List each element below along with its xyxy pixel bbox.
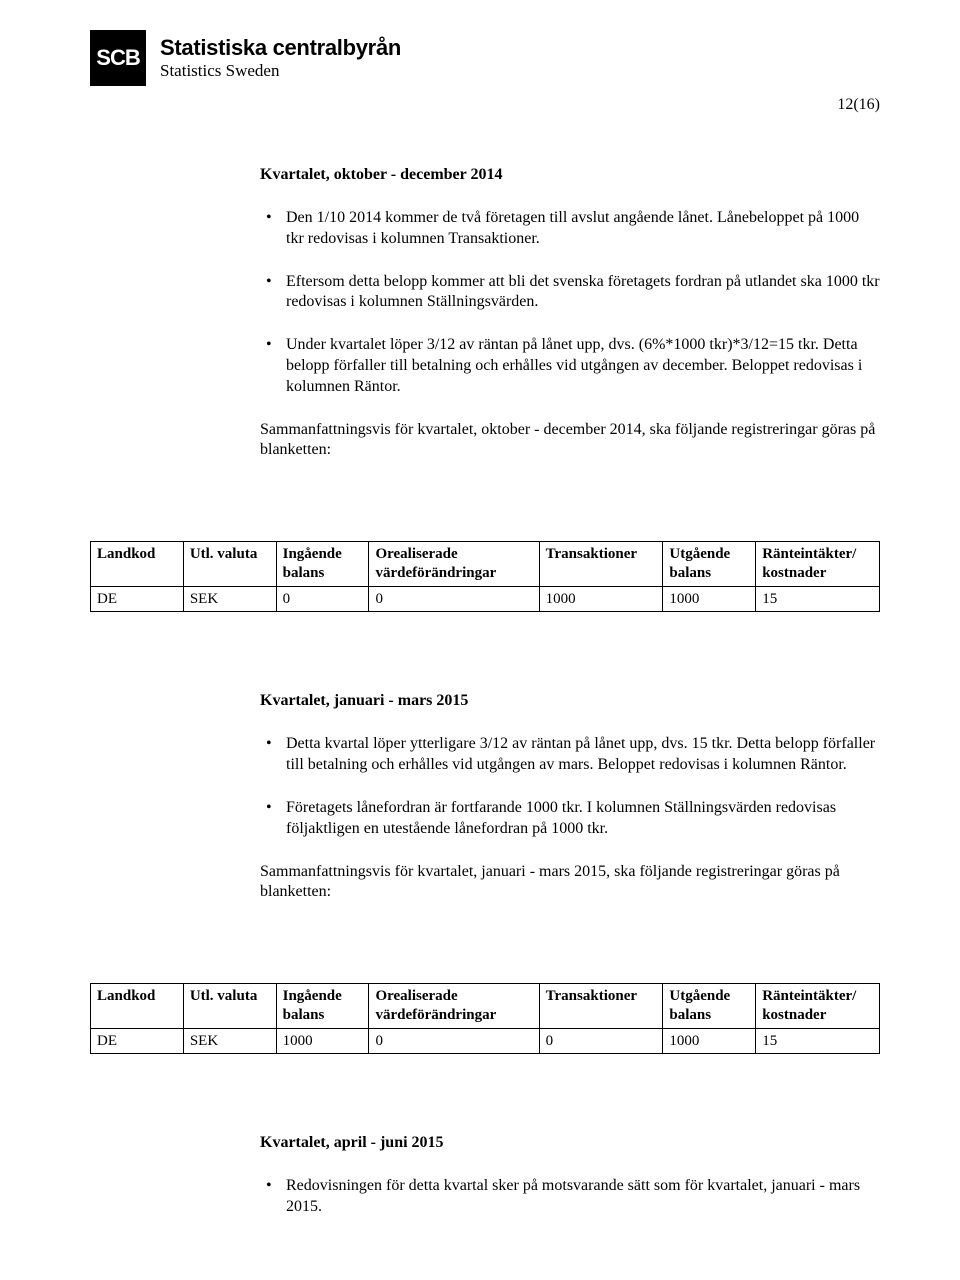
cell: 1000 xyxy=(663,1028,756,1054)
table-row: DE SEK 0 0 1000 1000 15 xyxy=(91,586,880,612)
section-title: Kvartalet, januari - mars 2015 xyxy=(260,692,880,710)
summary-text: Sammanfattningsvis för kvartalet, oktobe… xyxy=(260,420,880,462)
col-header: Ingående balans xyxy=(276,542,369,587)
bullet-list: Detta kvartal löper ytterligare 3/12 av … xyxy=(260,734,880,839)
cell: SEK xyxy=(183,586,276,612)
section-q1-2015: Kvartalet, januari - mars 2015 Detta kva… xyxy=(260,692,880,903)
page-number: 12(16) xyxy=(837,96,880,114)
cell: SEK xyxy=(183,1028,276,1054)
col-header: Landkod xyxy=(91,542,184,587)
section-title: Kvartalet, oktober - december 2014 xyxy=(260,166,880,184)
bullet-item: Detta kvartal löper ytterligare 3/12 av … xyxy=(260,734,880,776)
data-table: Landkod Utl. valuta Ingående balans Orea… xyxy=(90,983,880,1054)
col-header: Utgående balans xyxy=(663,542,756,587)
col-header: Utgående balans xyxy=(663,984,756,1029)
col-header: Orealiserade värdeförändringar xyxy=(369,542,539,587)
document-page: SCB Statistiska centralbyrån Statistics … xyxy=(0,0,960,1280)
summary-text: Sammanfattningsvis för kvartalet, januar… xyxy=(260,862,880,904)
cell: 1000 xyxy=(539,586,663,612)
bullet-item: Redovisningen för detta kvartal sker på … xyxy=(260,1176,880,1218)
section-title: Kvartalet, april - juni 2015 xyxy=(260,1134,880,1152)
bullet-item: Under kvartalet löper 3/12 av räntan på … xyxy=(260,335,880,397)
scb-logo-icon: SCB xyxy=(90,30,146,86)
logo-text: Statistiska centralbyrån Statistics Swed… xyxy=(160,36,401,81)
section-q4-2014: Kvartalet, oktober - december 2014 Den 1… xyxy=(260,166,880,461)
cell: 0 xyxy=(369,586,539,612)
bullet-item: Den 1/10 2014 kommer de två företagen ti… xyxy=(260,208,880,250)
cell: 15 xyxy=(756,586,880,612)
org-name-sv: Statistiska centralbyrån xyxy=(160,36,401,60)
cell: DE xyxy=(91,586,184,612)
cell: 1000 xyxy=(663,586,756,612)
table-row: DE SEK 1000 0 0 1000 15 xyxy=(91,1028,880,1054)
col-header: Ingående balans xyxy=(276,984,369,1029)
data-table: Landkod Utl. valuta Ingående balans Orea… xyxy=(90,541,880,612)
col-header: Ränteintäkter/ kostnader xyxy=(756,984,880,1029)
cell: 0 xyxy=(276,586,369,612)
table-header-row: Landkod Utl. valuta Ingående balans Orea… xyxy=(91,984,880,1029)
col-header: Utl. valuta xyxy=(183,542,276,587)
cell: 15 xyxy=(756,1028,880,1054)
table-header-row: Landkod Utl. valuta Ingående balans Orea… xyxy=(91,542,880,587)
bullet-item: Eftersom detta belopp kommer att bli det… xyxy=(260,272,880,314)
cell: DE xyxy=(91,1028,184,1054)
page-header: SCB Statistiska centralbyrån Statistics … xyxy=(90,30,890,86)
col-header: Ränteintäkter/ kostnader xyxy=(756,542,880,587)
section-q2-2015: Kvartalet, april - juni 2015 Redovisning… xyxy=(260,1134,880,1218)
cell: 0 xyxy=(539,1028,663,1054)
col-header: Transaktioner xyxy=(539,984,663,1029)
bullet-list: Redovisningen för detta kvartal sker på … xyxy=(260,1176,880,1218)
col-header: Utl. valuta xyxy=(183,984,276,1029)
org-name-en: Statistics Sweden xyxy=(160,62,401,81)
bullet-item: Företagets lånefordran är fortfarande 10… xyxy=(260,798,880,840)
cell: 0 xyxy=(369,1028,539,1054)
col-header: Transaktioner xyxy=(539,542,663,587)
col-header: Orealiserade värdeförändringar xyxy=(369,984,539,1029)
bullet-list: Den 1/10 2014 kommer de två företagen ti… xyxy=(260,208,880,398)
cell: 1000 xyxy=(276,1028,369,1054)
table-q4-2014: Landkod Utl. valuta Ingående balans Orea… xyxy=(90,541,880,612)
col-header: Landkod xyxy=(91,984,184,1029)
table-q1-2015: Landkod Utl. valuta Ingående balans Orea… xyxy=(90,983,880,1054)
